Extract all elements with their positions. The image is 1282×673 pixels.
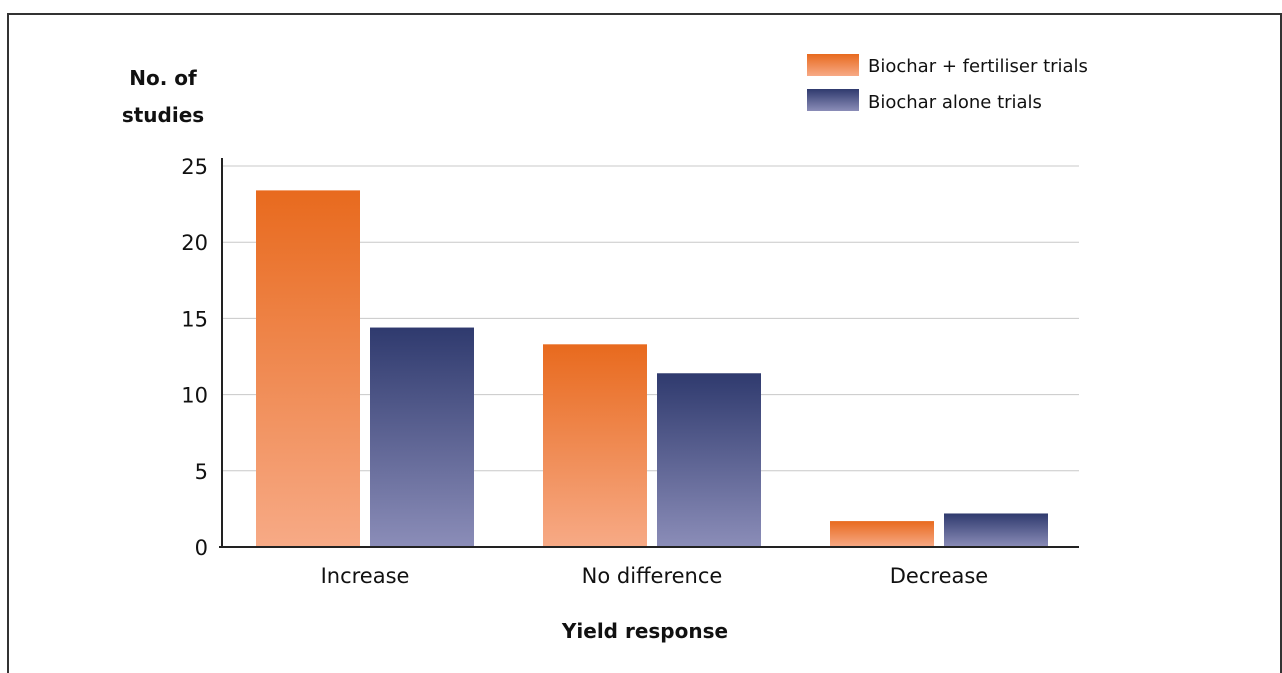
bar-no-difference-series-1 [657,373,761,547]
legend: Biochar + fertiliser trials Biochar alon… [807,54,1088,113]
bars [256,190,1048,547]
x-tick-labels: Increase No difference Decrease [321,564,989,588]
bar-increase-series-1 [370,327,474,547]
x-tick-label-no-difference: No difference [582,564,723,588]
y-tick-label-0: 0 [195,536,208,560]
axes [219,158,1079,548]
y-tick-labels: 0 5 10 15 20 25 [181,155,208,560]
legend-swatch-alone [807,89,859,111]
grid-lines [222,165,1079,472]
y-tick-label-25: 25 [181,155,208,179]
bar-no-difference-series-0 [543,344,647,547]
x-tick-label-decrease: Decrease [890,564,988,588]
y-tick-label-10: 10 [181,384,208,408]
y-axis-title-line-1: No. of [129,66,197,90]
bar-decrease-series-1 [944,513,1048,547]
x-tick-label-increase: Increase [321,564,410,588]
bar-decrease-series-0 [830,521,934,547]
y-axis-title-line-2: studies [122,103,204,127]
y-tick-label-15: 15 [181,307,208,331]
y-tick-label-5: 5 [195,460,208,484]
legend-swatch-fertiliser [807,54,859,76]
y-tick-label-20: 20 [181,231,208,255]
bar-increase-series-0 [256,190,360,547]
legend-label-fertiliser: Biochar + fertiliser trials [868,56,1088,77]
x-axis-title: Yield response [561,619,728,643]
legend-label-alone: Biochar alone trials [868,92,1042,113]
